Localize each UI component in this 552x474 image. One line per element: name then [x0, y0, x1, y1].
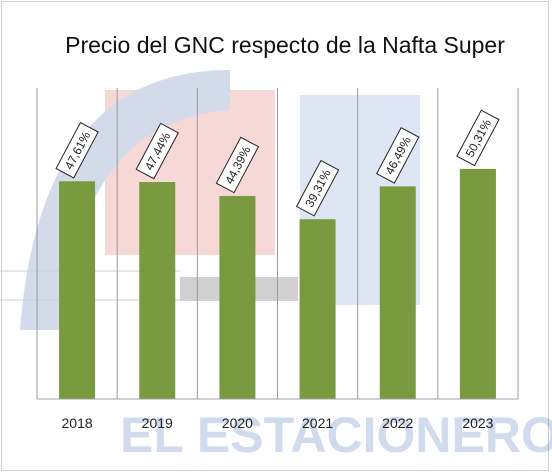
gridlines: [36, 88, 519, 399]
bar: [59, 181, 96, 399]
bars: [59, 168, 496, 399]
x-tick-label: 2023: [462, 415, 493, 431]
x-tick-label: 2018: [62, 415, 93, 431]
data-label-box: [135, 122, 179, 180]
bar: [219, 195, 256, 399]
x-tick-label: 2019: [142, 415, 173, 431]
bar: [379, 186, 416, 399]
x-tick-label: 2021: [302, 415, 333, 431]
bar: [459, 168, 496, 399]
x-tick-label: 2022: [382, 415, 413, 431]
x-axis-ticks: 2018 2019 2020 2021 2022 2023: [62, 415, 494, 431]
data-label-box: [456, 109, 500, 167]
data-label-box: [295, 159, 340, 217]
data-label-box: [215, 136, 260, 194]
data-label: 50,31%: [456, 109, 500, 167]
watermark-text: EL ESTACIONERO: [120, 407, 552, 463]
data-label-box: [376, 127, 420, 184]
data-label-box: [55, 121, 99, 179]
bar: [299, 219, 336, 399]
chart-title: Precio del GNC respecto de la Nafta Supe…: [65, 32, 505, 58]
x-tick-label: 2020: [222, 415, 253, 431]
bar: [139, 182, 176, 399]
